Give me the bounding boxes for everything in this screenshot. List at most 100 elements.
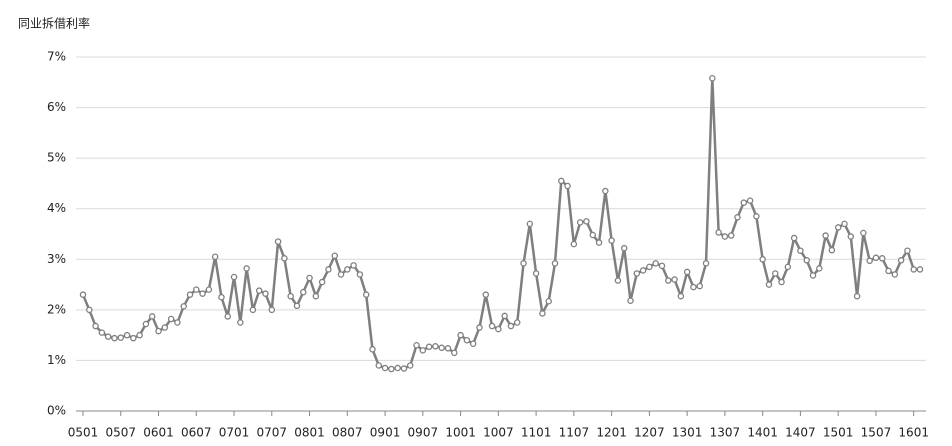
point: [564, 182, 571, 190]
point: [753, 213, 760, 220]
x-tick-label: 1001: [445, 426, 476, 440]
point: [822, 232, 829, 239]
point: [388, 365, 395, 373]
point: [520, 260, 527, 267]
point: [432, 343, 439, 350]
point: [904, 247, 911, 254]
point: [627, 297, 634, 305]
point: [325, 266, 332, 273]
point: [885, 267, 892, 275]
point: [677, 292, 685, 300]
point: [778, 278, 785, 286]
point: [211, 253, 219, 261]
point: [488, 322, 496, 330]
x-tick-label: 0601: [143, 426, 174, 440]
point: [683, 268, 691, 276]
point: [356, 271, 364, 278]
point: [425, 343, 433, 351]
x-tick-label: 0707: [257, 426, 288, 440]
y-tick-label: 0%: [47, 404, 66, 418]
point: [199, 290, 206, 297]
point: [866, 257, 873, 265]
point: [463, 336, 471, 344]
y-tick-label: 4%: [47, 201, 66, 215]
point: [872, 254, 880, 262]
point: [652, 260, 659, 267]
y-tick-label: 3%: [47, 252, 66, 266]
point: [834, 224, 842, 231]
point: [558, 177, 565, 185]
x-tick-label: 1507: [861, 426, 892, 440]
x-tick-label: 1401: [747, 426, 778, 440]
point: [746, 197, 754, 204]
point: [690, 283, 697, 291]
x-tick-label: 1207: [634, 426, 665, 440]
point: [784, 263, 792, 271]
point: [136, 331, 143, 339]
point: [161, 324, 169, 331]
point: [727, 232, 735, 239]
point: [167, 315, 175, 323]
point: [878, 255, 886, 262]
x-tick-label: 0501: [68, 426, 99, 440]
point: [860, 229, 867, 237]
point: [633, 270, 641, 277]
point: [570, 240, 578, 248]
point: [148, 313, 156, 320]
point: [224, 313, 231, 320]
point: [451, 349, 458, 357]
point: [350, 262, 357, 269]
x-tick-label: 0607: [181, 426, 212, 440]
x-tick-label: 0801: [294, 426, 325, 440]
point: [797, 247, 804, 254]
point: [759, 256, 766, 263]
point: [375, 362, 383, 369]
point: [123, 331, 131, 339]
point: [772, 270, 779, 277]
x-tick-label: 1501: [823, 426, 854, 440]
point: [457, 331, 464, 339]
x-tick-label: 1301: [672, 426, 703, 440]
point: [916, 266, 924, 273]
point: [287, 292, 294, 300]
y-tick-label: 5%: [47, 151, 66, 165]
point: [501, 312, 508, 320]
point: [665, 277, 672, 284]
point: [539, 310, 546, 317]
point: [262, 290, 269, 297]
point: [765, 281, 773, 288]
point: [394, 364, 401, 372]
point: [331, 252, 338, 259]
point: [268, 306, 276, 314]
point: [614, 277, 622, 284]
point: [205, 286, 213, 293]
point: [293, 302, 301, 310]
point: [312, 292, 320, 300]
point: [696, 282, 703, 290]
point: [117, 334, 125, 341]
x-tick-label: 0507: [105, 426, 136, 440]
point: [186, 291, 194, 298]
point: [532, 270, 540, 277]
point: [230, 273, 238, 281]
point: [709, 74, 716, 82]
point: [507, 322, 515, 330]
point: [891, 271, 899, 278]
point: [79, 291, 87, 298]
chart-title: 同业拆借利率: [18, 16, 90, 31]
point: [300, 288, 307, 296]
point: [381, 364, 389, 372]
point: [274, 238, 282, 245]
line: [81, 76, 920, 371]
point: [482, 291, 490, 298]
point: [306, 274, 313, 282]
y-tick-label: 1%: [47, 353, 66, 367]
point: [174, 319, 181, 326]
point: [438, 344, 445, 352]
point: [344, 266, 351, 273]
point: [193, 286, 200, 293]
x-tick-label: 0701: [219, 426, 250, 440]
x-tick-label: 1307: [710, 426, 741, 440]
point: [92, 322, 99, 330]
